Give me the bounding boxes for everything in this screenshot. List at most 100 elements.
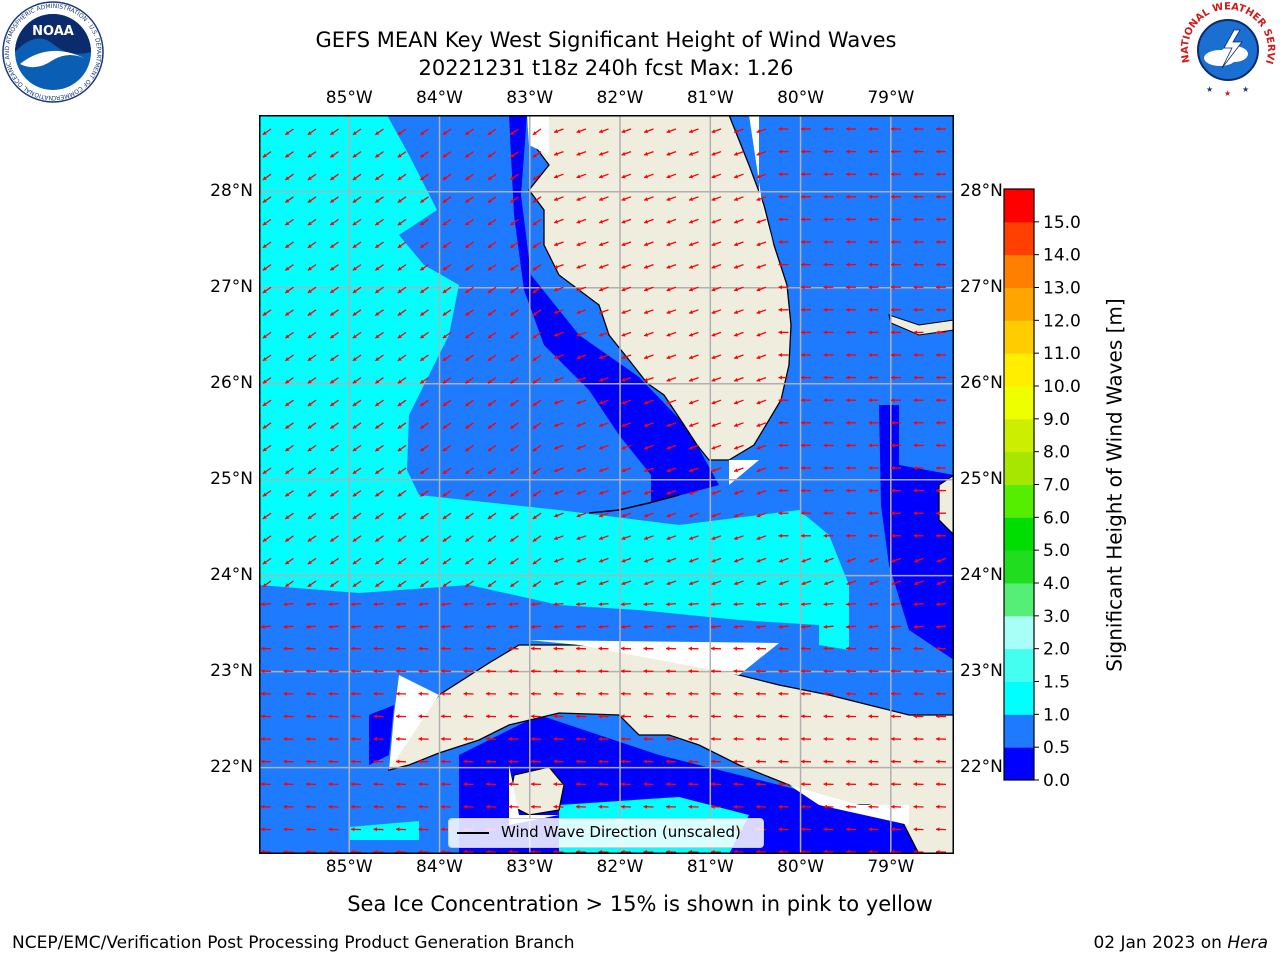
wave-arrow-head (397, 583, 402, 587)
wave-arrow-head (576, 581, 581, 586)
wave-arrow-head (846, 782, 850, 787)
wave-arrow-head (756, 468, 761, 473)
wave-arrow-head (531, 691, 535, 696)
wave-arrow-head (420, 560, 425, 565)
wave-arrow-head (643, 804, 648, 809)
wave-arrow-head (375, 515, 380, 519)
wave-arrow-head (734, 490, 739, 495)
wave-arrow-head (846, 262, 850, 267)
wave-arrow-head (801, 443, 805, 448)
wave-arrow-head (532, 470, 537, 474)
wave-arrow-head (330, 537, 335, 542)
wave-arrow-head (532, 244, 537, 248)
wave-arrow-head (463, 646, 468, 651)
wave-arrow-head (262, 515, 267, 519)
colorbar-segment (1004, 451, 1034, 485)
wave-arrow-head (328, 782, 333, 787)
wave-arrow-head (328, 827, 333, 832)
wave-arrow-head (351, 691, 355, 696)
wave-arrow-head (801, 194, 805, 199)
wave-arrow-head (643, 602, 648, 607)
wave-arrow-head (643, 759, 648, 764)
wave-arrow-head (262, 447, 267, 452)
wave-arrow-head (576, 264, 581, 269)
wave-arrow-head (442, 244, 447, 248)
sea-ice-caption: Sea Ice Concentration > 15% is shown in … (347, 892, 933, 916)
wave-arrow-head (711, 558, 716, 563)
wave-arrow-head (576, 782, 580, 787)
wave-arrow-head (463, 602, 468, 607)
footer-date-text: 02 Jan 2023 on (1093, 933, 1228, 953)
wave-arrow-head (508, 646, 513, 651)
wave-arrow-head (936, 420, 940, 425)
wave-arrow-head (846, 149, 850, 154)
wave-arrow-head (330, 153, 335, 158)
wave-arrow-head (441, 646, 445, 651)
wave-arrow-head (442, 583, 447, 587)
wave-arrow-head (823, 149, 827, 154)
wave-arrow-head (508, 602, 513, 607)
wave-arrow-head (621, 646, 625, 651)
wave-arrow-head (868, 511, 872, 516)
wave-arrow-head (532, 176, 537, 180)
wave-arrow-head (756, 445, 761, 450)
wave-arrow-head (621, 714, 625, 719)
wave-arrow-head (442, 537, 447, 542)
wave-arrow-head (936, 285, 940, 290)
wave-arrow-head (508, 691, 513, 696)
wave-arrow-head (599, 332, 604, 337)
wave-arrow-head (330, 424, 335, 429)
wave-arrow-head (285, 537, 290, 542)
wave-arrow-head (936, 262, 940, 267)
wave-arrow-head (576, 174, 581, 179)
colorbar-tick-label: 6.0 (1043, 508, 1070, 528)
wave-arrow-head (373, 782, 378, 787)
wave-arrow-head (778, 827, 783, 832)
wave-arrow-head (375, 176, 380, 180)
wave-arrow-head (328, 624, 333, 629)
wave-arrow-head (330, 379, 335, 384)
wave-arrow-head (801, 285, 805, 290)
wave-arrow-head (756, 782, 760, 787)
wave-arrow-head (508, 782, 513, 787)
wave-arrow-head (823, 194, 827, 199)
wave-arrow-head (554, 445, 559, 450)
colorbar-segment (1004, 221, 1034, 256)
wave-arrow-head (621, 536, 626, 540)
wave-arrow-head (846, 420, 850, 425)
wave-arrow-head (285, 492, 290, 497)
wave-arrow-head (306, 669, 310, 674)
wave-arrow-head (891, 558, 896, 563)
wave-arrow-head (307, 198, 312, 203)
wave-arrow-head (891, 149, 895, 154)
wave-arrow-head (442, 402, 447, 406)
wave-arrow-head (666, 646, 670, 651)
wave-arrow-head (554, 151, 559, 156)
wave-arrow-head (576, 490, 581, 495)
wave-arrow-head (396, 759, 400, 764)
wave-arrow-head (891, 262, 895, 267)
wave-arrow-head (891, 533, 895, 538)
wave-arrow-head (868, 307, 872, 312)
wave-arrow-head (868, 443, 872, 448)
wave-arrow-head (778, 511, 782, 516)
wave-arrow-head (576, 377, 581, 382)
wave-height-map (259, 115, 954, 854)
wave-arrow-head (936, 172, 940, 177)
wave-arrow-head (442, 266, 447, 271)
colorbar-segment (1004, 353, 1034, 387)
wave-arrow-head (644, 242, 649, 247)
wave-arrow-head (621, 759, 625, 764)
wave-arrow-head (689, 310, 694, 314)
wave-arrow-head (599, 219, 604, 224)
wave-arrow-head (778, 149, 782, 154)
colorbar-tick-label: 1.0 (1043, 705, 1070, 725)
wave-arrow-head (801, 581, 806, 586)
wave-arrow-head (373, 624, 378, 629)
wave-arrow-head (868, 149, 872, 154)
wave-arrow-head (621, 197, 626, 201)
wave-arrow-head (936, 330, 940, 335)
wave-arrow-head (936, 488, 940, 493)
wave-arrow-head (711, 355, 716, 360)
wave-arrow-head (846, 804, 850, 809)
